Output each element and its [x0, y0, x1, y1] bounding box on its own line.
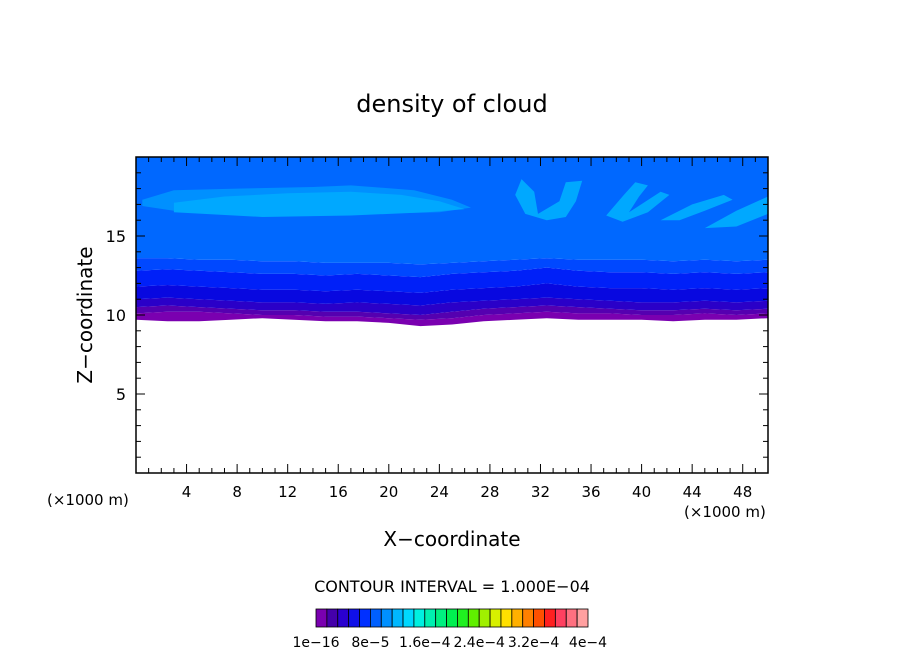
colorbar-label: 1e−16 — [292, 635, 339, 651]
colorbar-labels: 1e−16 8e−5 1.6e−4 2.4e−4 3.2e−4 4e−4 — [292, 635, 607, 651]
contour-fill — [136, 157, 768, 327]
colorbar-swatch — [576, 608, 589, 628]
y-tick-label: 5 — [116, 385, 126, 404]
colorbar-swatch — [522, 608, 534, 628]
contour-band-1 — [136, 311, 768, 327]
x-tick-label: 24 — [430, 483, 449, 501]
colorbar-swatch — [478, 608, 491, 628]
colorbar-label: 2.4e−4 — [453, 635, 505, 651]
colorbar-swatch — [315, 608, 328, 628]
contour-band-3 — [136, 297, 768, 315]
x-tick-label: 8 — [232, 483, 242, 501]
colorbar-swatch — [424, 608, 437, 628]
x-tick-label: 32 — [531, 483, 550, 501]
contour-patch-5 — [660, 194, 733, 221]
x-tick-label: 20 — [379, 483, 398, 501]
x-tick-label: 44 — [683, 483, 702, 501]
x-tick-label: 36 — [581, 483, 600, 501]
x-tick-label: 16 — [329, 483, 348, 501]
x-tick-label: 40 — [632, 483, 651, 501]
colorbar-swatch — [457, 608, 469, 628]
colorbar-swatch — [326, 608, 339, 628]
y-tick-label: 15 — [106, 227, 126, 246]
x-tick-label: 12 — [278, 483, 297, 501]
colorbar-swatch — [544, 608, 556, 628]
x-axis: 4 8 12 16 20 24 28 32 36 40 44 48 — [148, 157, 756, 501]
colorbar-swatch — [467, 608, 480, 628]
colorbar-swatch — [359, 608, 371, 628]
contour-band-5 — [136, 267, 768, 293]
x-tick-label: 4 — [182, 483, 192, 501]
y-tick-label: 10 — [106, 306, 126, 325]
x-tick-label: 48 — [733, 483, 752, 501]
colorbar-swatch — [435, 608, 447, 628]
colorbar-swatch — [380, 608, 393, 628]
colorbar-label: 1.6e−4 — [399, 635, 451, 651]
x-tick-label: 28 — [480, 483, 499, 501]
contour-patch-4 — [606, 182, 670, 222]
x-axis-label: X−coordinate — [383, 527, 520, 551]
colorbar-swatch — [500, 608, 513, 628]
colorbar-swatch — [402, 608, 415, 628]
chart-title: density of cloud — [356, 90, 547, 118]
colorbar-swatch — [554, 608, 567, 628]
x-unit-label-left: (×1000 m) — [47, 491, 129, 509]
colorbar-label: 8e−5 — [351, 635, 389, 651]
colorbar-swatch — [348, 608, 360, 628]
contour-band-4 — [136, 283, 768, 306]
contour-patch-2 — [173, 191, 465, 217]
contour-interval-label: CONTOUR INTERVAL = 1.000E−04 — [314, 577, 590, 596]
colorbar-swatch — [369, 608, 382, 628]
x-unit-label-right: (×1000 m) — [684, 503, 766, 521]
contour-band-2 — [136, 305, 768, 320]
colorbar-label: 4e−4 — [569, 635, 607, 651]
colorbar-swatch — [391, 608, 404, 628]
colorbar-swatch — [533, 608, 545, 628]
colorbar-swatch — [511, 608, 524, 628]
colorbar — [315, 608, 589, 628]
colorbar-label: 3.2e−4 — [508, 635, 560, 651]
colorbar-swatch — [565, 608, 578, 628]
contour-patch-3 — [515, 179, 583, 221]
colorbar-swatch — [413, 608, 426, 628]
contour-patch-6 — [704, 196, 768, 229]
y-axis-label: Z−coordinate — [73, 246, 97, 383]
contour-band-7 — [136, 157, 768, 265]
colorbar-swatch — [337, 608, 350, 628]
contour-band-6 — [136, 258, 768, 278]
y-axis: 5 10 15 — [106, 172, 768, 458]
colorbar-swatch — [489, 608, 502, 628]
colorbar-swatch — [446, 608, 458, 628]
